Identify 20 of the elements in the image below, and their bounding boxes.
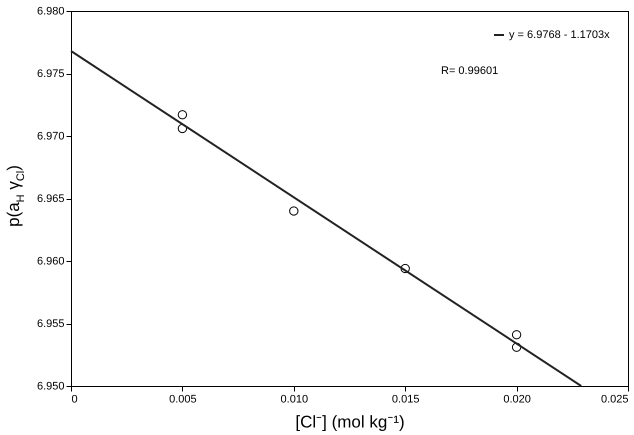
x-tick-label: 0.020	[503, 394, 531, 406]
point	[289, 206, 298, 216]
y-axis-title: p(aH γCl)	[4, 165, 27, 227]
y-tick-label: 6.965	[36, 193, 64, 205]
x-tick-label: 0.005	[169, 394, 197, 406]
y-tick-label: 6.980	[36, 6, 64, 18]
point	[178, 110, 188, 120]
x-tick-label: 0.015	[392, 394, 420, 406]
point	[512, 330, 522, 340]
y-tick-label: 6.950	[36, 380, 64, 392]
x-axis-title: [Cl⁻] (mol kg⁻¹)	[295, 412, 405, 432]
x-tick-label: 0.025	[600, 394, 628, 406]
y-tick-label: 6.960	[36, 256, 64, 268]
legend-label: y = 6.9768 - 1.1703x	[509, 29, 610, 41]
annotation: R= 0.99601	[441, 65, 498, 77]
y-tick-label: 6.970	[36, 130, 64, 142]
x-tick-label: 0	[72, 394, 78, 406]
x-tick-label: 0.010	[280, 394, 308, 406]
y-tick-label: 6.955	[36, 318, 64, 330]
y-tick-label: 6.975	[36, 68, 64, 80]
